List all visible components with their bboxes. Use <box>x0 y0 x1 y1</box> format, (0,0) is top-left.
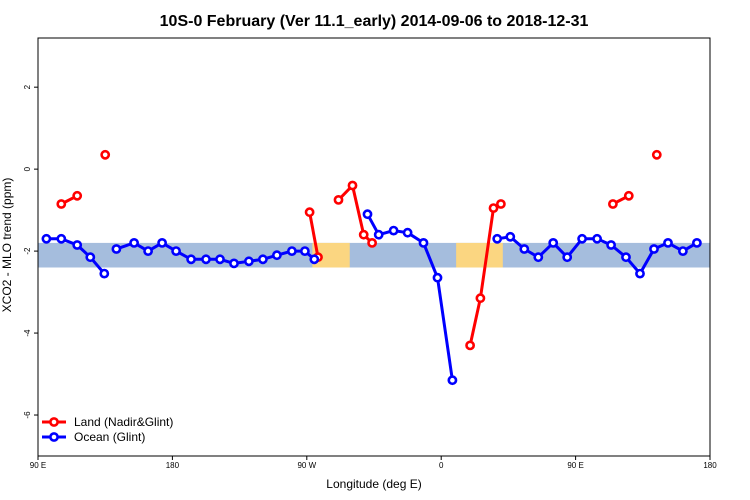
series-1-point-1-9 <box>243 256 254 267</box>
series-1-point-3-12 <box>663 237 673 248</box>
series-1-point-3-3 <box>533 252 544 263</box>
series-1-point-1-13 <box>299 246 310 256</box>
series-1-point-3-11 <box>649 244 659 254</box>
series-1-point-1-4 <box>171 246 181 256</box>
x-axis-label: Longitude (deg E) <box>326 477 421 491</box>
series-1-point-3-13 <box>678 246 688 256</box>
series-1-point-2-0 <box>362 209 373 220</box>
series-0-point-5-0 <box>608 199 618 209</box>
series-1-point-0-3 <box>85 252 96 263</box>
series-0-line-2 <box>308 211 320 258</box>
series-1-point-3-2 <box>519 244 530 254</box>
legend-label-0: Land (Nadir&Glint) <box>74 415 173 429</box>
series-0-point-3-1 <box>347 180 358 191</box>
series-1-point-1-3 <box>157 237 167 248</box>
y-tick-label-0: 2 <box>23 84 32 89</box>
legend-marker-0 <box>49 417 59 427</box>
series-0-point-4-1 <box>475 293 486 304</box>
series-0-point-3-0 <box>333 194 344 205</box>
series-1-point-3-4 <box>548 237 559 248</box>
series-1-point-1-10 <box>257 254 268 265</box>
legend-label-1: Ocean (Glint) <box>74 430 145 444</box>
series-1-point-1-6 <box>201 254 211 265</box>
y-tick-label-2: -2 <box>23 247 32 255</box>
x-tick-label-5: 180 <box>703 461 717 470</box>
series-0-line-4 <box>468 202 502 346</box>
series-1-point-3-7 <box>592 233 602 244</box>
series-0-point-3-3 <box>367 237 377 248</box>
legend-marker-1 <box>49 432 59 442</box>
series-0 <box>56 149 662 351</box>
x-tick-label-0: 90 E <box>30 461 46 470</box>
series-1-point-1-5 <box>186 254 196 265</box>
series-0-point-6-0 <box>651 149 662 160</box>
plot-frame <box>37 37 711 457</box>
series-1-point-3-14 <box>692 237 702 248</box>
series-1-point-1-12 <box>286 246 297 256</box>
series-1-point-1-7 <box>215 254 225 265</box>
series-0-point-3-2 <box>358 229 369 240</box>
series-1-point-1-2 <box>143 246 153 256</box>
series-0-point-0-1 <box>72 190 83 201</box>
series-1-point-3-9 <box>621 252 631 263</box>
chart-title: 10S-0 February (Ver 11.1_early) 2014-09-… <box>160 13 589 30</box>
series-layer <box>41 149 702 386</box>
series-1-point-1-11 <box>271 250 282 261</box>
axes: 90 E 180 90 W 0 90 E 180 2 0 -2 -4 -6 <box>23 37 717 470</box>
series-0-point-4-2 <box>488 203 499 213</box>
series-1-point-1-1 <box>129 237 139 248</box>
series-1-point-3-1 <box>505 231 516 242</box>
series-0-point-5-1 <box>623 190 634 201</box>
series-1-point-0-2 <box>72 240 83 250</box>
series-1-point-3-10 <box>635 268 645 279</box>
series-1-point-1-0 <box>111 244 122 254</box>
y-tick-label-3: -4 <box>23 329 32 337</box>
y-tick-label-4: -6 <box>23 411 32 419</box>
series-1-point-3-6 <box>577 233 587 244</box>
series-1-point-1-8 <box>229 258 239 269</box>
series-1-point-0-0 <box>41 233 52 244</box>
x-tick-label-4: 90 E <box>567 461 583 470</box>
land-band-1 <box>456 242 503 268</box>
series-1-point-2-1 <box>373 229 384 240</box>
series-1-point-0-1 <box>56 233 67 244</box>
series-0-line-3 <box>337 184 374 244</box>
series-0-point-4-3 <box>495 199 506 209</box>
series-1-point-3-5 <box>562 252 573 263</box>
series-1-point-3-0 <box>492 233 503 244</box>
series-1 <box>41 209 702 386</box>
series-1-point-2-2 <box>388 225 399 236</box>
series-0-point-1-0 <box>100 149 111 160</box>
series-0-point-0-0 <box>56 199 67 209</box>
series-1-point-2-6 <box>447 375 458 386</box>
y-axis-label: XCO2 - MLO trend (ppm) <box>0 178 14 313</box>
legend: Land (Nadir&Glint)Ocean (Glint) <box>42 415 173 444</box>
series-1-point-2-5 <box>432 272 443 283</box>
series-1-point-1-14 <box>309 254 320 265</box>
series-1-point-3-8 <box>606 240 616 250</box>
x-tick-label-2: 90 W <box>297 461 316 470</box>
series-1-point-2-3 <box>402 227 413 238</box>
series-0-point-2-0 <box>304 207 315 218</box>
x-tick-label-3: 0 <box>439 461 444 470</box>
y-tick-label-1: 0 <box>23 166 32 171</box>
series-1-point-0-4 <box>99 268 110 279</box>
x-tick-label-1: 180 <box>166 461 180 470</box>
series-1-point-2-4 <box>418 237 429 248</box>
series-0-point-4-0 <box>465 340 475 351</box>
